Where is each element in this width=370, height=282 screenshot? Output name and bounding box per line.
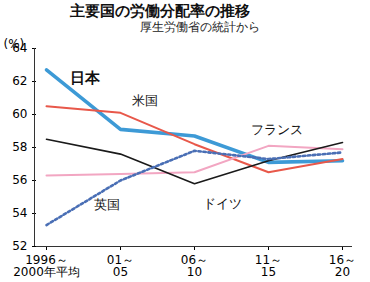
svg-text:11～15: 11～15 [255, 253, 282, 279]
svg-text:01～05: 01～05 [107, 253, 134, 279]
svg-text:フランス: フランス [251, 122, 303, 137]
svg-text:52: 52 [12, 239, 27, 253]
svg-text:60: 60 [12, 107, 27, 121]
svg-text:56: 56 [12, 173, 27, 187]
svg-text:58: 58 [12, 140, 27, 154]
svg-text:米国: 米国 [132, 93, 158, 108]
svg-text:06～10: 06～10 [181, 253, 208, 279]
html-text:主要国の労働分配率の推移: 主要国の労働分配率の推移 [70, 2, 250, 20]
svg-text:62: 62 [12, 74, 27, 88]
svg-text:16～20: 16～20 [329, 253, 356, 279]
svg-text:1996～2000年平均: 1996～2000年平均 [13, 253, 80, 279]
svg-text:日本: 日本 [70, 69, 101, 87]
svg-text:54: 54 [12, 206, 27, 220]
svg-text:英国: 英国 [94, 197, 120, 212]
svg-text:ドイツ: ドイツ [203, 196, 242, 211]
svg-text:(%): (%) [4, 37, 25, 51]
html-text:厚生労働省の統計から: 厚生労働省の統計から [140, 20, 260, 34]
